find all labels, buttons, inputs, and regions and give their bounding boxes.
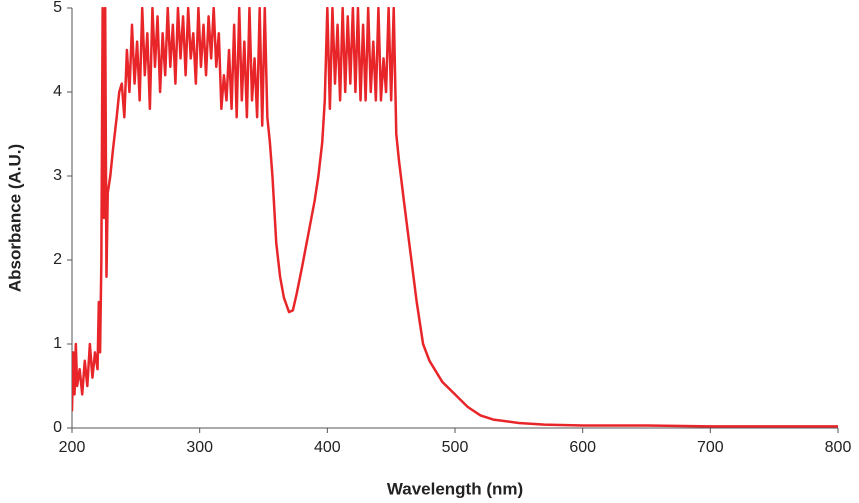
y-tick-label: 2: [53, 251, 62, 268]
x-tick-label: 300: [186, 439, 213, 456]
y-tick-label: 3: [53, 167, 62, 184]
line-series: [72, 7, 838, 428]
y-tick-label: 0: [53, 419, 62, 436]
y-tick-label: 5: [53, 0, 62, 16]
y-tick-label: 4: [53, 83, 62, 100]
x-tick-label: 200: [59, 439, 86, 456]
x-tick-label: 400: [314, 439, 341, 456]
x-tick-label: 500: [442, 439, 469, 456]
y-axis-title: Absorbance (A.U.): [5, 144, 24, 292]
x-tick-label: 700: [697, 439, 724, 456]
x-tick-label: 800: [825, 439, 852, 456]
y-tick-label: 1: [53, 335, 62, 352]
x-axis-title: Wavelength (nm): [387, 479, 523, 498]
x-tick-label: 600: [569, 439, 596, 456]
